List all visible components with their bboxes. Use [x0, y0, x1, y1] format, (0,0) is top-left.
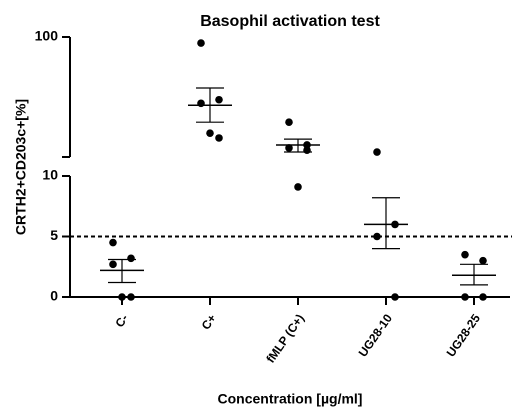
data-point [294, 183, 302, 191]
data-point [206, 129, 214, 137]
data-point [109, 238, 117, 247]
y-tick-label: 100 [35, 28, 59, 44]
x-tick-label: fMLP (C+) [263, 312, 307, 366]
data-point [127, 293, 135, 301]
x-tick-label: UG28-10 [356, 311, 396, 359]
x-tick-label: UG28-25 [444, 311, 484, 359]
data-point [479, 293, 487, 301]
data-point [303, 146, 311, 154]
data-point [285, 118, 293, 126]
y-tick-label: 5 [50, 227, 58, 243]
data-point [118, 293, 126, 301]
data-point [461, 250, 469, 259]
y-tick-label: 0 [50, 288, 58, 304]
data-point [479, 256, 487, 265]
data-point [215, 134, 223, 142]
x-tick-label: C- [112, 312, 131, 330]
y-tick-label: 10 [42, 167, 58, 183]
chart-title: Basophil activation test [200, 13, 380, 30]
data-point [285, 144, 293, 152]
x-tick-label: C+ [199, 312, 219, 333]
data-point [197, 99, 205, 108]
data-point [197, 39, 205, 47]
data-point [109, 260, 117, 269]
data-point [373, 148, 381, 156]
data-point [373, 232, 381, 241]
data-point [127, 254, 135, 263]
data-point [461, 293, 469, 301]
data-point [391, 293, 399, 301]
y-axis-label: CRTH2+CD203c+[%] [13, 99, 29, 235]
data-point [215, 95, 223, 104]
x-axis-label: Concentration [µg/ml] [218, 391, 363, 407]
